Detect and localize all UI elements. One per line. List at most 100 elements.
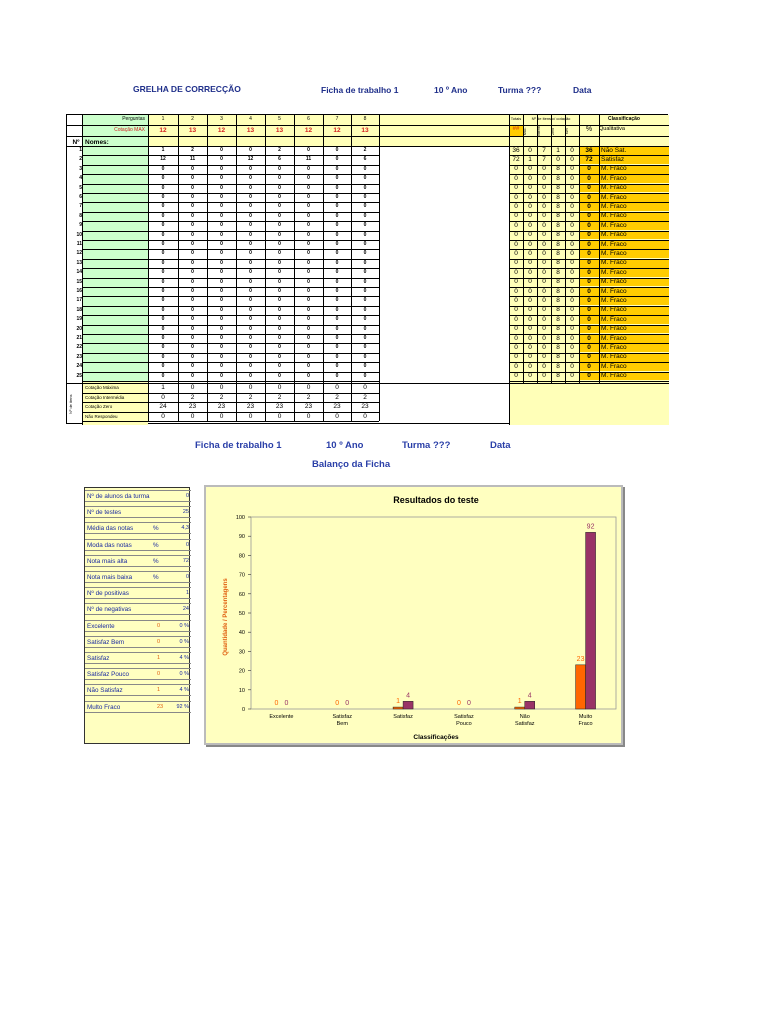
score-cell: 0	[161, 269, 165, 276]
grid-line	[82, 174, 148, 176]
grid-line	[82, 352, 148, 354]
interm-count-cell: 0	[542, 184, 546, 192]
score-cell: 0	[278, 344, 281, 351]
grid-line	[82, 296, 148, 298]
summary-cell: 23	[188, 403, 197, 411]
grid-line	[148, 174, 379, 176]
classificacao-label: Classificação	[608, 116, 640, 122]
stat-value: 0 %	[179, 622, 189, 629]
grid-line	[351, 115, 352, 422]
percent-cell: 0	[579, 315, 599, 325]
zero-count-cell: 8	[556, 287, 560, 295]
score-cell: 0	[191, 335, 194, 341]
stat-count: 0	[157, 622, 161, 629]
score-cell: 0	[249, 241, 252, 247]
score-cell: 0	[220, 363, 223, 370]
score-cell: 0	[307, 231, 310, 238]
total-cell: 0	[514, 202, 518, 210]
max-count-cell: 0	[528, 296, 532, 304]
percent-cell: 0	[579, 240, 599, 249]
total-cell: 0	[514, 287, 518, 295]
score-cell: 0	[335, 259, 339, 266]
y-tick-label: 60	[239, 592, 245, 598]
percent-cell: 0	[579, 343, 599, 353]
score-cell: 0	[220, 278, 223, 285]
score-cell: 0	[249, 325, 252, 332]
nr-count-cell: 0	[570, 146, 574, 154]
score-cell: 0	[335, 184, 339, 191]
score-cell: 0	[161, 335, 165, 341]
grid-line	[82, 362, 148, 364]
zero-count-cell: 8	[556, 334, 560, 342]
cotacao-value: 12	[217, 127, 226, 134]
grid-line	[551, 115, 552, 383]
grid-line	[148, 155, 379, 157]
grid-line	[148, 305, 379, 307]
student-number: 5	[79, 184, 82, 191]
zero-count-cell: 8	[556, 202, 560, 210]
summary-cell: 0	[363, 384, 367, 391]
nr-count-cell: 0	[570, 306, 574, 314]
ano-label-2: 10 º Ano	[326, 440, 364, 451]
stat-value: 4 %	[179, 655, 189, 661]
y-tick-label: 50	[239, 611, 245, 617]
grid-line	[148, 277, 379, 279]
names-header-bg	[82, 115, 148, 146]
sheet-title: GRELHA DE CORRECÇÃO	[133, 84, 241, 94]
interm-count-cell: 0	[542, 240, 546, 248]
score-cell: 0	[307, 288, 310, 294]
score-cell: 0	[335, 297, 339, 304]
score-cell: 0	[161, 316, 165, 323]
ficha-label: Ficha de trabalho 1	[321, 85, 399, 95]
score-cell: 0	[363, 335, 367, 341]
summary-cell: 0	[363, 412, 367, 420]
names-column-bg	[82, 146, 148, 381]
score-cell: 0	[161, 165, 165, 172]
max-count-cell: 0	[528, 146, 532, 154]
interm-count-cell: 0	[542, 268, 546, 276]
grid-line	[82, 421, 379, 423]
score-cell: 0	[335, 372, 339, 379]
chart-svg: Resultados do teste010203040506070809010…	[223, 495, 617, 741]
zero-count-cell: 8	[556, 212, 560, 220]
turma-label: Turma ???	[498, 85, 542, 95]
student-number: 24	[76, 363, 82, 370]
score-cell: 0	[249, 316, 252, 323]
stat-value: 0 %	[179, 671, 189, 678]
grid-line	[82, 315, 148, 317]
summary-label: Cotação Zero	[85, 404, 113, 410]
score-cell: 0	[335, 250, 339, 257]
stat-unit: %	[153, 557, 159, 565]
score-cell: 0	[249, 372, 252, 379]
nr-count-cell: 0	[570, 165, 574, 173]
percent-cell: 0	[579, 231, 599, 240]
score-cell: 0	[278, 250, 281, 257]
grid-line	[82, 230, 148, 232]
data-label: 23	[577, 656, 585, 663]
student-number: 19	[76, 316, 82, 323]
summary-label: Cotação Intermédia	[85, 394, 125, 400]
summary-cell: 24	[159, 403, 167, 411]
score-cell: 0	[278, 175, 281, 182]
stat-label: Nota mais baixa	[87, 574, 133, 581]
zero-count-cell: 8	[556, 249, 560, 257]
grid-line	[509, 211, 669, 213]
data-label: 1	[396, 698, 400, 705]
grid-line	[82, 211, 148, 213]
perguntas-label: Perguntas	[122, 116, 145, 122]
total-cell: 0	[514, 325, 518, 333]
score-cell: 0	[335, 335, 339, 341]
question-number: 8	[363, 116, 367, 122]
interm-count-cell: 0	[542, 249, 546, 257]
percent-cell: 0	[579, 212, 599, 221]
grid-line	[148, 371, 379, 373]
grid-line	[294, 115, 295, 422]
summary-cell: 23	[361, 403, 369, 411]
max-count-cell: 0	[528, 259, 532, 267]
score-cell: 0	[278, 222, 281, 229]
percent-cell: 0	[579, 278, 599, 287]
score-cell: 0	[161, 297, 165, 304]
score-cell: 0	[220, 175, 223, 182]
percent-cell: 0	[579, 202, 599, 212]
zero-count-cell: 8	[556, 231, 560, 239]
